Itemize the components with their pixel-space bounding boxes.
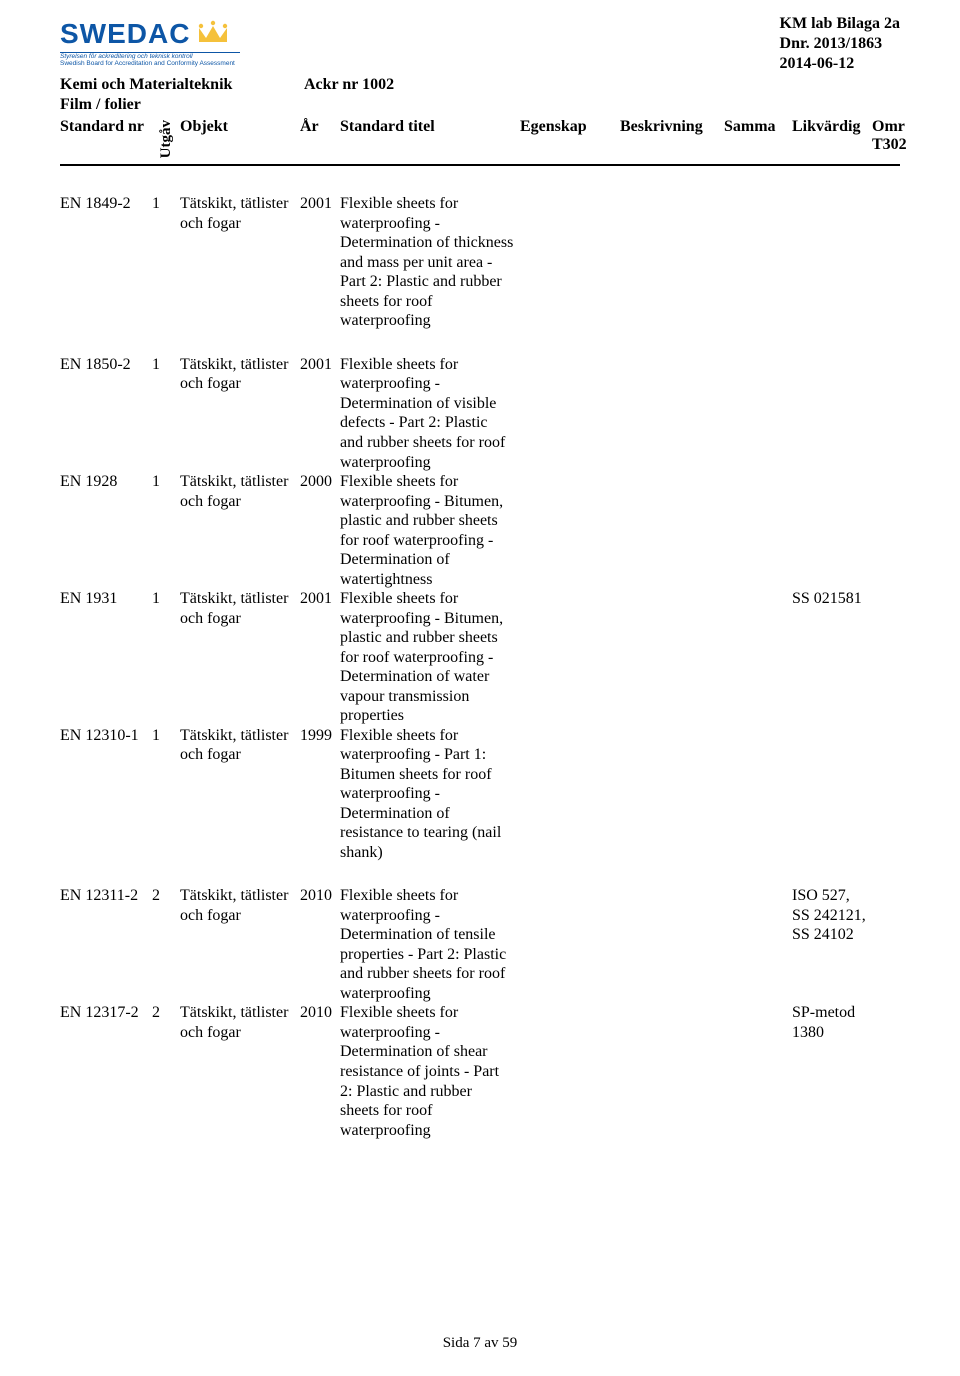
cell-titel: Flexible sheets for waterproofing - Dete… [340,886,520,1003]
table-row: EN 12317-22Tätskikt, tätlister och fogar… [60,1003,900,1140]
cell-ar: 2001 [300,355,340,375]
page: SWEDAC Styrelsen för ackreditering och t… [0,0,960,1376]
cell-utgav: 1 [152,589,180,609]
cell-titel: Flexible sheets for waterproofing - Dete… [340,194,520,331]
col-standard-nr: Standard nr [60,118,152,136]
table-body: EN 1849-21Tätskikt, tätlister och fogar2… [60,194,900,1140]
cell-likvardig: SS 021581 [792,589,872,609]
logo-text: SWEDAC [60,18,190,50]
logo-subtitle-sv: Styrelsen för ackreditering och teknisk … [60,53,240,60]
cell-likvardig: ISO 527, SS 242121, SS 24102 [792,886,872,945]
cell-titel: Flexible sheets for waterproofing - Dete… [340,355,520,472]
cell-ar: 2001 [300,194,340,214]
group-gap [60,862,900,886]
cell-standard-nr: EN 12310-1 [60,726,152,746]
cell-objekt: Tätskikt, tätlister och fogar [180,472,300,511]
header-divider [60,164,900,166]
table-row: EN 19281Tätskikt, tätlister och fogar200… [60,472,900,589]
col-samma: Samma [724,118,792,136]
cell-titel: Flexible sheets for waterproofing - Bitu… [340,472,520,589]
page-footer: Sida 7 av 59 [0,1335,960,1352]
cell-objekt: Tätskikt, tätlister och fogar [180,589,300,628]
col-objekt: Objekt [180,118,300,136]
doc-dnr: Dnr. 2013/1863 [780,34,900,54]
cell-utgav: 1 [152,726,180,746]
cell-objekt: Tätskikt, tätlister och fogar [180,726,300,765]
col-ar: År [300,118,340,136]
cell-ar: 1999 [300,726,340,746]
cell-objekt: Tätskikt, tätlister och fogar [180,194,300,233]
cell-standard-nr: EN 1849-2 [60,194,152,214]
subheading: Film / folier [60,96,900,114]
table-row: EN 1850-21Tätskikt, tätlister och fogar2… [60,355,900,472]
cell-ar: 2001 [300,589,340,609]
cell-standard-nr: EN 1931 [60,589,152,609]
cell-utgav: 2 [152,1003,180,1023]
cell-titel: Flexible sheets for waterproofing - Part… [340,726,520,863]
cell-utgav: 1 [152,472,180,492]
col-omr-l2: T302 [872,136,907,153]
cell-standard-nr: EN 1928 [60,472,152,492]
cell-titel: Flexible sheets for waterproofing - Dete… [340,1003,520,1140]
table-row: EN 12310-11Tätskikt, tätlister och fogar… [60,726,900,863]
table-row: EN 12311-22Tätskikt, tätlister och fogar… [60,886,900,1003]
logo-subtitle-en: Swedish Board for Accreditation and Conf… [60,60,240,67]
cell-standard-nr: EN 12317-2 [60,1003,152,1023]
col-beskrivning: Beskrivning [620,118,724,136]
doc-title: KM lab Bilaga 2a [780,14,900,34]
cell-ar: 2010 [300,886,340,906]
swedac-logo: SWEDAC Styrelsen för ackreditering och t… [60,18,240,67]
header-right-block: KM lab Bilaga 2a Dnr. 2013/1863 2014-06-… [780,14,900,74]
column-headers: Standard nr Utgåv Objekt År Standard tit… [60,118,900,158]
cell-objekt: Tätskikt, tätlister och fogar [180,355,300,394]
cell-utgav: 1 [152,194,180,214]
cell-titel: Flexible sheets for waterproofing - Bitu… [340,589,520,726]
cell-utgav: 1 [152,355,180,375]
col-egenskap: Egenskap [520,118,620,136]
cell-ar: 2000 [300,472,340,492]
doc-date: 2014-06-12 [780,54,900,74]
table-row: EN 1849-21Tätskikt, tätlister och fogar2… [60,194,900,331]
col-likvardig: Likvärdig [792,118,872,136]
header-row-1: Kemi och Materialteknik Ackr nr 1002 [60,76,900,94]
cell-ar: 2010 [300,1003,340,1023]
crown-icon [196,20,230,49]
cell-utgav: 2 [152,886,180,906]
col-utgav: Utgåv [158,118,175,158]
cell-objekt: Tätskikt, tätlister och fogar [180,886,300,925]
col-standard-titel: Standard titel [340,118,520,136]
cell-standard-nr: EN 1850-2 [60,355,152,375]
ackr-label: Ackr nr 1002 [304,76,394,94]
cell-objekt: Tätskikt, tätlister och fogar [180,1003,300,1042]
logo-main-row: SWEDAC [60,18,240,50]
group-gap [60,331,900,355]
cell-likvardig: SP-metod 1380 [792,1003,872,1042]
col-omr-l1: Omr [872,118,905,135]
col-omr: Omr T302 [872,118,912,154]
cell-standard-nr: EN 12311-2 [60,886,152,906]
table-row: EN 19311Tätskikt, tätlister och fogar200… [60,589,900,726]
department-label: Kemi och Materialteknik [60,76,300,94]
